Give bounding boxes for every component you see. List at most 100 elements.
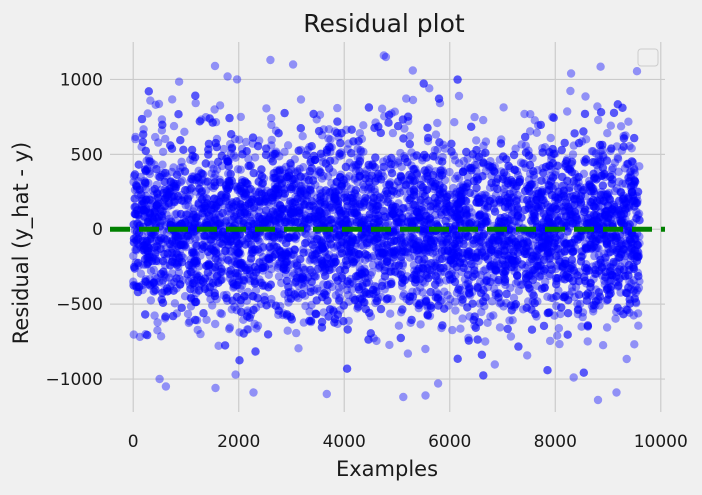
scatter-point xyxy=(541,283,549,291)
scatter-point xyxy=(451,175,459,183)
scatter-point xyxy=(458,314,466,322)
scatter-point xyxy=(159,148,167,156)
scatter-point xyxy=(623,355,631,363)
scatter-point xyxy=(255,178,263,186)
scatter-point xyxy=(470,113,478,121)
scatter-point xyxy=(547,134,555,142)
scatter-point xyxy=(343,365,351,373)
scatter-point xyxy=(617,122,625,130)
scatter-point xyxy=(581,92,589,100)
scatter-point xyxy=(145,157,153,165)
scatter-point xyxy=(523,351,531,359)
scatter-point xyxy=(397,334,405,342)
scatter-point xyxy=(294,344,302,352)
scatter-point xyxy=(386,310,394,318)
scatter-point xyxy=(131,133,139,141)
scatter-point xyxy=(218,310,226,318)
scatter-point xyxy=(150,311,158,319)
scatter-point xyxy=(365,103,373,111)
scatter-point xyxy=(378,105,386,113)
scatter-point xyxy=(389,129,397,137)
scatter-point xyxy=(603,323,611,331)
scatter-point xyxy=(226,323,234,331)
scatter-point xyxy=(216,101,224,109)
scatter-point xyxy=(445,168,453,176)
scatter-point xyxy=(507,332,515,340)
scatter-point xyxy=(597,108,605,116)
scatter-point xyxy=(584,337,592,345)
scatter-point xyxy=(327,240,335,248)
scatter-point xyxy=(169,312,177,320)
scatter-point xyxy=(267,114,275,122)
scatter-point xyxy=(472,136,480,144)
scatter-point xyxy=(603,129,611,137)
scatter-point xyxy=(531,299,539,307)
scatter-point xyxy=(359,121,367,129)
scatter-point xyxy=(146,96,154,104)
scatter-point xyxy=(292,329,300,337)
scatter-point xyxy=(496,323,504,331)
scatter-point xyxy=(219,209,227,217)
scatter-point xyxy=(271,150,279,158)
scatter-point xyxy=(406,140,414,148)
scatter-point xyxy=(401,238,409,246)
scatter-point xyxy=(421,345,429,353)
scatter-point xyxy=(297,124,305,132)
scatter-point xyxy=(481,337,489,345)
scatter-point xyxy=(607,122,615,130)
scatter-point xyxy=(254,142,262,150)
scatter-point xyxy=(504,325,512,333)
scatter-point xyxy=(433,119,441,127)
scatter-point xyxy=(316,168,324,176)
scatter-point xyxy=(174,110,182,118)
scatter-point xyxy=(280,148,288,156)
scatter-point xyxy=(170,122,178,130)
scatter-point xyxy=(177,241,185,249)
scatter-point xyxy=(399,134,407,142)
scatter-point xyxy=(153,326,161,334)
scatter-point xyxy=(478,351,486,359)
scatter-point xyxy=(191,316,199,324)
scatter-point xyxy=(607,144,615,152)
scatter-point xyxy=(527,217,535,225)
scatter-point xyxy=(555,324,563,332)
scatter-point xyxy=(566,87,574,95)
scatter-point xyxy=(344,325,352,333)
scatter-point xyxy=(563,107,571,115)
scatter-point xyxy=(151,286,159,294)
scatter-point xyxy=(308,251,316,259)
scatter-point xyxy=(440,288,448,296)
scatter-point xyxy=(333,104,341,112)
scatter-point xyxy=(227,266,235,274)
scatter-point xyxy=(432,130,440,138)
scatter-point xyxy=(196,330,204,338)
scatter-point xyxy=(491,360,499,368)
scatter-point xyxy=(609,164,617,172)
scatter-point xyxy=(546,337,554,345)
scatter-point xyxy=(579,127,587,135)
scatter-point xyxy=(145,87,153,95)
scatter-point xyxy=(416,320,424,328)
scatter-point xyxy=(582,135,590,143)
scatter-point xyxy=(348,126,356,134)
scatter-point xyxy=(131,170,139,178)
scatter-point xyxy=(180,128,188,136)
scatter-point xyxy=(569,150,577,158)
scatter-point xyxy=(454,285,462,293)
scatter-point xyxy=(309,110,317,118)
scatter-point xyxy=(505,316,513,324)
scatter-point xyxy=(447,147,455,155)
scatter-point xyxy=(291,218,299,226)
scatter-point xyxy=(450,118,458,126)
scatter-point xyxy=(438,255,446,263)
scatter-point xyxy=(555,340,563,348)
scatter-point xyxy=(139,138,147,146)
scatter-point xyxy=(523,304,531,312)
scatter-point xyxy=(630,340,638,348)
scatter-point xyxy=(183,270,191,278)
scatter-point xyxy=(599,341,607,349)
scatter-point xyxy=(308,142,316,150)
scatter-point xyxy=(610,109,618,117)
scatter-point xyxy=(614,304,622,312)
